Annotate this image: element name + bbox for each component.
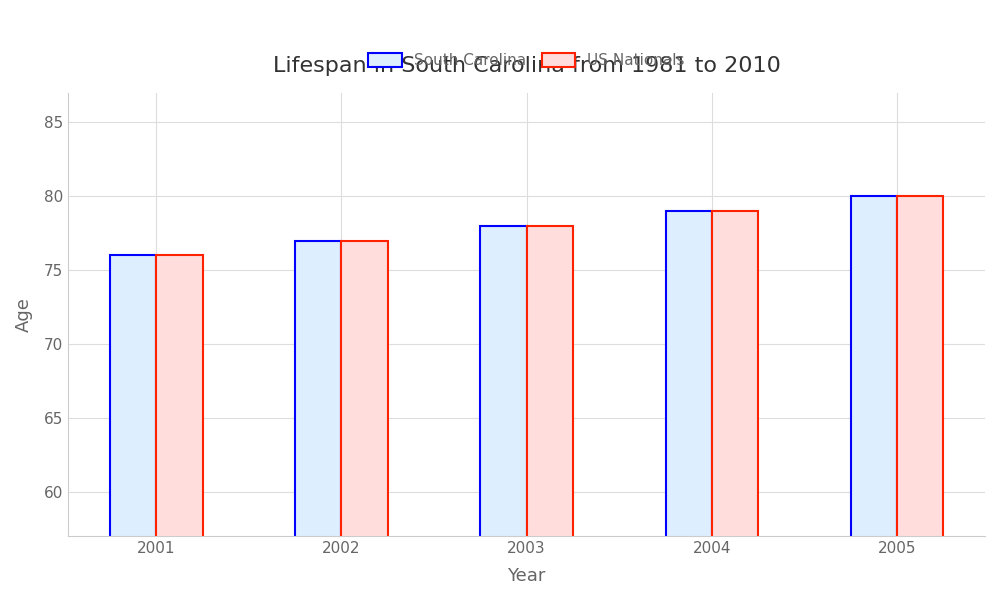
- Title: Lifespan in South Carolina from 1981 to 2010: Lifespan in South Carolina from 1981 to …: [273, 56, 781, 76]
- Y-axis label: Age: Age: [15, 297, 33, 332]
- Bar: [851, 196, 897, 600]
- Bar: [897, 196, 943, 600]
- Bar: [527, 226, 573, 600]
- Bar: [480, 226, 527, 600]
- Bar: [712, 211, 758, 600]
- Bar: [295, 241, 341, 600]
- Legend: South Carolina, US Nationals: South Carolina, US Nationals: [362, 47, 691, 74]
- Bar: [110, 256, 156, 600]
- Bar: [156, 256, 203, 600]
- Bar: [666, 211, 712, 600]
- X-axis label: Year: Year: [507, 567, 546, 585]
- Bar: [341, 241, 388, 600]
